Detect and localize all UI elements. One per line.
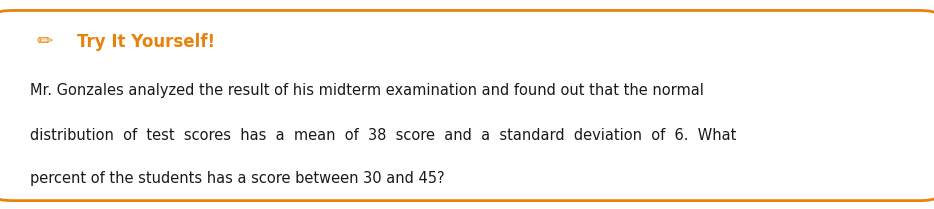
Text: percent of the students has a score between 30 and 45?: percent of the students has a score betw… [30,171,445,186]
Text: Try It Yourself!: Try It Yourself! [77,33,215,51]
Text: ✏: ✏ [36,32,53,51]
Text: Mr. Gonzales analyzed the result of his midterm examination and found out that t: Mr. Gonzales analyzed the result of his … [30,83,703,98]
FancyBboxPatch shape [0,10,934,201]
Text: distribution  of  test  scores  has  a  mean  of  38  score  and  a  standard  d: distribution of test scores has a mean o… [30,128,736,143]
